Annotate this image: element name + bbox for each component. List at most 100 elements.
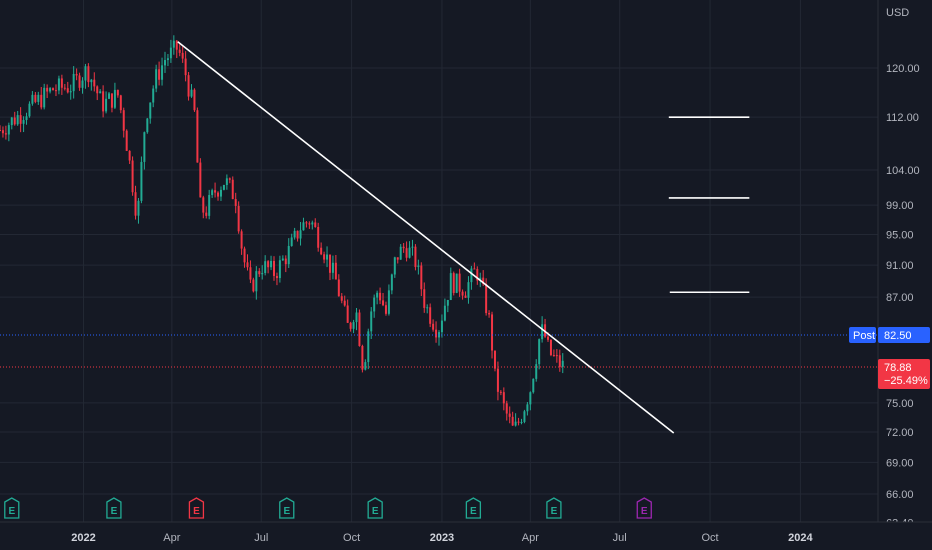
candle-body (440, 320, 443, 333)
candle-body (538, 339, 541, 365)
candle-body (379, 292, 382, 301)
post-market-badge[interactable]: Post 82.50 (849, 326, 930, 343)
candle-body (376, 292, 379, 298)
trendline[interactable] (177, 41, 675, 434)
earnings-icon (367, 497, 383, 519)
candle-body (535, 364, 538, 379)
candle-body (184, 58, 187, 76)
earnings-marker[interactable]: E (106, 497, 122, 519)
price-tick-label: 91.00 (886, 260, 914, 272)
price-tick-label: 104.00 (886, 165, 920, 177)
candle-body (387, 290, 390, 314)
earnings-label: E (470, 506, 477, 517)
earnings-marker[interactable]: E (188, 497, 205, 519)
candle-body (214, 190, 217, 193)
candle-body (446, 300, 449, 306)
candlesticks (0, 35, 564, 427)
candle-body (523, 411, 526, 422)
candle-body (40, 94, 43, 108)
candle-body (411, 246, 414, 248)
price-axis[interactable]: USD 120.00 112.00 104.00 99.00 95.00 91.00 87.0… (849, 0, 932, 550)
last-price-badge[interactable]: 78.88−25.49% (878, 358, 930, 389)
candle-body (205, 212, 208, 216)
time-tick-label: 2022 (71, 532, 95, 544)
candle-body (399, 246, 402, 260)
candle-body (169, 47, 172, 59)
time-tick-label: Oct (701, 532, 718, 544)
candle-body (382, 300, 385, 306)
candle-body (302, 222, 305, 231)
earnings-marker[interactable]: E (546, 497, 562, 519)
earnings-marker[interactable]: E (636, 497, 652, 519)
candle-body (240, 231, 243, 249)
earnings-marker[interactable]: E (367, 497, 383, 519)
earnings-icon (636, 497, 652, 519)
candle-body (158, 69, 161, 80)
candle-body (190, 89, 193, 97)
candle-body (146, 118, 149, 133)
candle-body (308, 223, 311, 225)
candle-body (96, 86, 99, 94)
post-market-price: 82.50 (884, 330, 912, 342)
earnings-label: E (372, 506, 379, 517)
candle-body (267, 261, 270, 268)
candle-body (449, 273, 452, 301)
candle-body (75, 73, 78, 76)
candle-body (334, 262, 337, 280)
candle-body (60, 78, 63, 88)
candle-body (384, 305, 387, 314)
candle-body (143, 132, 146, 162)
candle-body (402, 246, 405, 249)
earnings-marker[interactable]: E (279, 497, 295, 519)
candle-body (502, 392, 505, 404)
candle-body (258, 271, 261, 275)
candle-body (149, 102, 152, 119)
candle-body (152, 88, 155, 103)
candle-body (134, 192, 137, 216)
candle-body (163, 60, 166, 66)
time-axis[interactable]: 2022 Apr Jul Oct 2023 Apr Jul Oct 2024 (0, 521, 932, 550)
post-market-price-box (878, 326, 930, 343)
candle-body (331, 262, 334, 273)
candle-body (161, 65, 164, 80)
candle-body (37, 94, 40, 102)
candle-body (432, 323, 435, 330)
candle-body (561, 360, 564, 367)
candle-body (131, 160, 134, 193)
earnings-label: E (641, 506, 648, 517)
earnings-marker[interactable]: E (465, 497, 482, 519)
time-tick-label: Apr (522, 532, 539, 544)
candle-body (470, 268, 473, 283)
candle-body (1, 130, 4, 134)
price-tick-label: 99.00 (886, 200, 914, 212)
candle-body (337, 279, 340, 297)
earnings-label: E (551, 506, 558, 517)
candle-body (122, 110, 125, 131)
candle-body (49, 88, 52, 92)
candle-body (499, 391, 502, 393)
candle-body (396, 257, 399, 260)
candle-body (390, 274, 393, 291)
candle-body (175, 40, 178, 50)
earnings-icon (279, 497, 295, 519)
candle-body (172, 40, 175, 48)
earnings-label: E (8, 506, 15, 517)
drawings[interactable] (177, 41, 750, 434)
candle-body (314, 222, 317, 227)
candle-body (373, 297, 376, 312)
candle-body (72, 73, 75, 92)
currency-label: USD (886, 7, 909, 19)
candle-body (119, 95, 122, 111)
earnings-icon (106, 497, 122, 519)
candle-body (28, 103, 31, 117)
candle-body (364, 362, 367, 370)
candle-body (317, 226, 320, 248)
candle-body (222, 184, 225, 190)
candle-body (435, 329, 438, 338)
post-market-tag (849, 326, 876, 343)
candle-body (287, 245, 290, 265)
candle-body (178, 49, 181, 53)
earnings-marker[interactable]: E (4, 497, 20, 519)
